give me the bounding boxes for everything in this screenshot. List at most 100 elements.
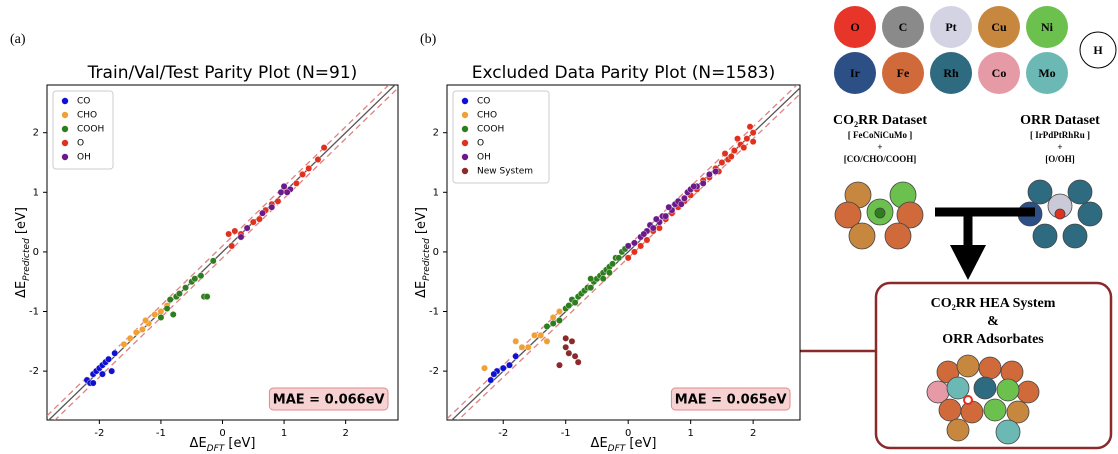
data-point <box>712 168 720 175</box>
data-point <box>652 215 660 223</box>
y-tick-label: -1 <box>429 307 439 318</box>
x-axis-label-unit: [eV] <box>224 436 255 451</box>
co2rr-cluster <box>834 181 924 250</box>
data-point <box>499 364 507 372</box>
data-point <box>274 197 282 205</box>
data-point <box>587 275 595 283</box>
legend-label: COOH <box>477 125 504 135</box>
annotation: MAE = 0.065eV <box>675 393 787 408</box>
data-point <box>524 343 532 351</box>
element-label: Cu <box>991 20 1007 34</box>
chart: (a) Train/Val/Test Parity Plot (N=91) -2 -1… <box>10 32 399 454</box>
data-point <box>599 275 607 283</box>
data-point <box>571 352 579 360</box>
data-point <box>721 150 729 157</box>
annotation: MAE = 0.066eV <box>273 393 385 408</box>
element-label: Ni <box>1041 20 1054 34</box>
data-point <box>182 284 189 292</box>
data-point <box>512 352 520 360</box>
data-point <box>151 311 159 318</box>
orr-plus: + <box>1057 142 1062 152</box>
legend-label: O <box>77 139 84 149</box>
data-point <box>740 144 748 151</box>
diagram: H CO₂RR Dataset [ FeCoNiCuMo ] + [CO/CHO… <box>590 6 1117 450</box>
data-point <box>556 317 563 324</box>
legend-label: CHO <box>477 111 497 121</box>
element-label: Mo <box>1038 66 1055 80</box>
chart-title: Train/Val/Test Parity Plot (N=91) <box>87 63 358 83</box>
x-tick-label: -1 <box>561 428 571 439</box>
data-point <box>615 254 623 262</box>
element-circle <box>1026 6 1068 48</box>
x-axis-label: ΔEDFT [eV] <box>190 436 256 454</box>
data-point <box>556 361 563 369</box>
data-point <box>681 194 688 202</box>
co2rr-adsorbates: [CO/CHO/COOH] <box>844 154 917 164</box>
merge-arrow <box>935 207 1035 245</box>
data-point <box>157 308 165 315</box>
legend-label: OH <box>77 153 91 163</box>
data-point <box>537 331 545 339</box>
data-point <box>518 343 526 351</box>
element-label: C <box>899 20 908 34</box>
data-point <box>512 337 520 345</box>
data-point <box>237 233 245 241</box>
y-tick-label: 0 <box>433 247 439 258</box>
legend-label: CHO <box>77 111 97 121</box>
data-point <box>157 314 165 321</box>
data-point <box>746 123 754 131</box>
data-point <box>314 156 322 163</box>
data-point <box>631 248 638 256</box>
legend-label: CO <box>77 97 90 107</box>
y-tick-label: 1 <box>33 187 39 198</box>
element-label: Rh <box>943 66 959 80</box>
data-point <box>132 328 140 336</box>
data-point <box>120 340 128 348</box>
data-point <box>531 331 538 339</box>
orr-title: ORR Dataset <box>1020 113 1100 128</box>
legend-swatch <box>461 97 469 105</box>
data-point <box>142 317 149 324</box>
legend-label: O <box>477 139 484 149</box>
data-point <box>203 293 211 301</box>
legend-box <box>52 90 114 170</box>
y-axis-label-sub: Predicted <box>422 238 432 281</box>
data-point <box>320 144 328 151</box>
element-label: O <box>850 20 859 34</box>
x-tick-label: 1 <box>281 428 287 439</box>
y-axis-label: ΔEPredicted [eV] <box>414 207 432 298</box>
x-axis-label-main: ΔE <box>190 436 207 451</box>
data-point <box>191 275 199 283</box>
y-axis-label-unit: [eV] <box>14 207 29 238</box>
data-point <box>259 209 266 217</box>
legend-swatch <box>61 111 69 119</box>
data-point <box>565 302 573 309</box>
data-point <box>734 135 741 143</box>
y-tick-label: 2 <box>33 128 39 139</box>
data-point <box>256 215 263 223</box>
chart: (b) Excluded Data Parity Plot (N=1583) -2 -… <box>414 32 801 454</box>
x-axis-label: ΔEDFT [eV] <box>591 436 657 454</box>
legend-label: OH <box>477 153 491 163</box>
data-point <box>624 254 632 262</box>
data-point <box>568 337 576 345</box>
data-point <box>249 218 257 226</box>
y-tick-label: -2 <box>29 366 39 377</box>
data-point <box>305 165 313 172</box>
data-point <box>574 358 582 366</box>
data-point <box>299 171 306 178</box>
data-point <box>631 239 638 247</box>
y-axis-label-main: ΔE <box>14 281 29 298</box>
orr-adsorbates: [O/OH] <box>1045 154 1075 164</box>
y-tick-label: -1 <box>29 307 39 318</box>
data-point <box>490 370 498 378</box>
x-tick-label: 2 <box>750 428 756 439</box>
element-circle <box>834 6 876 48</box>
tolerance-line <box>54 87 398 420</box>
x-axis-label-sub: DFT <box>207 444 226 454</box>
data-point <box>562 343 570 351</box>
panel-label: (a) <box>10 32 26 47</box>
data-point <box>643 236 651 244</box>
x-tick-label: 1 <box>687 428 693 439</box>
element-circle <box>930 6 972 48</box>
